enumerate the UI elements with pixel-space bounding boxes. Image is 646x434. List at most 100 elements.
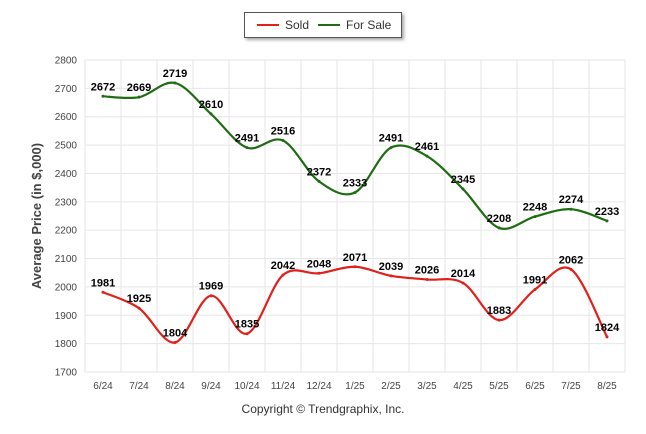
data-label-for-sale: 2345 xyxy=(451,174,475,186)
data-point-sold xyxy=(569,267,573,271)
data-label-for-sale: 2610 xyxy=(199,99,223,111)
data-point-sold xyxy=(533,287,537,291)
x-tick-label: 2/25 xyxy=(381,381,401,392)
y-tick-label: 2500 xyxy=(55,141,78,152)
data-label-for-sale: 2516 xyxy=(271,126,295,138)
data-label-for-sale: 2491 xyxy=(379,133,403,145)
legend-swatch-sold xyxy=(257,24,279,26)
x-tick-label: 8/25 xyxy=(597,381,617,392)
data-label-sold: 2048 xyxy=(307,258,331,270)
y-tick-label: 2600 xyxy=(55,112,78,123)
data-point-for-sale xyxy=(353,190,357,194)
data-point-for-sale xyxy=(101,94,105,98)
y-tick-label: 2100 xyxy=(55,254,78,265)
y-tick-label: 2700 xyxy=(55,84,78,95)
x-tick-label: 1/25 xyxy=(345,381,365,392)
data-label-for-sale: 2333 xyxy=(343,177,367,189)
data-point-sold xyxy=(209,294,213,298)
y-tick-label: 2000 xyxy=(55,282,78,293)
x-tick-label: 12/24 xyxy=(306,381,331,392)
data-point-for-sale xyxy=(425,154,429,158)
y-tick-label: 1800 xyxy=(55,339,78,350)
copyright-credit: Copyright © Trendgraphix, Inc. xyxy=(241,402,405,416)
x-tick-label: 11/24 xyxy=(271,381,296,392)
data-point-sold xyxy=(281,273,285,277)
y-axis-label: Average Price (in $,000) xyxy=(29,143,44,289)
data-point-sold xyxy=(245,332,249,336)
y-axis-ticks: 1700 1800 1900 2000 2100 2200 2300 2400 2500 2600… xyxy=(55,56,78,379)
legend-label-forsale: For Sale xyxy=(346,18,392,32)
data-point-for-sale xyxy=(389,146,393,150)
y-tick-label: 1900 xyxy=(55,311,78,322)
legend-swatch-forsale xyxy=(318,24,340,26)
data-label-sold: 2039 xyxy=(379,261,403,273)
data-label-sold: 2062 xyxy=(559,254,583,266)
data-point-for-sale xyxy=(281,139,285,143)
data-label-for-sale: 2274 xyxy=(559,194,584,206)
data-point-for-sale xyxy=(173,81,177,85)
data-point-sold xyxy=(173,341,177,345)
data-label-sold: 1804 xyxy=(163,328,188,340)
data-point-sold xyxy=(353,265,357,269)
y-tick-label: 2400 xyxy=(55,169,78,180)
data-point-for-sale xyxy=(317,179,321,183)
x-axis-ticks: 6/24 7/24 8/24 9/24 10/24 11/24 12/24 1/25 2/25 3… xyxy=(93,381,617,392)
data-label-sold: 2026 xyxy=(415,265,439,277)
x-tick-label: 5/25 xyxy=(489,381,509,392)
data-label-for-sale: 2491 xyxy=(235,133,259,145)
legend: Sold For Sale xyxy=(244,12,402,38)
legend-item-sold[interactable]: Sold xyxy=(257,18,309,32)
x-tick-label: 4/25 xyxy=(453,381,473,392)
data-label-sold: 1835 xyxy=(235,319,259,331)
x-tick-label: 10/24 xyxy=(234,381,259,392)
data-labels: 1981 1925 1804 1969 1835 2042 2048 2071 2039 2026… xyxy=(91,68,620,340)
data-label-sold: 1883 xyxy=(487,305,511,317)
data-label-for-sale: 2672 xyxy=(91,81,115,93)
gridlines xyxy=(84,59,626,373)
data-point-sold xyxy=(461,281,465,285)
data-point-for-sale xyxy=(245,146,249,150)
x-tick-label: 6/24 xyxy=(93,381,113,392)
legend-label-sold: Sold xyxy=(285,18,310,32)
data-label-sold: 1969 xyxy=(199,281,223,293)
data-label-for-sale: 2719 xyxy=(163,68,187,80)
y-tick-label: 2200 xyxy=(55,226,78,237)
data-label-sold: 2071 xyxy=(343,252,367,264)
data-point-for-sale xyxy=(209,112,213,116)
y-tick-label: 1700 xyxy=(55,368,78,379)
data-point-sold xyxy=(317,271,321,275)
data-point-for-sale xyxy=(461,187,465,191)
x-tick-label: 6/25 xyxy=(525,381,545,392)
data-point-sold xyxy=(389,274,393,278)
data-point-sold xyxy=(137,306,141,310)
data-point-for-sale xyxy=(533,215,537,219)
data-label-sold: 1981 xyxy=(91,277,115,289)
data-point-sold xyxy=(101,290,105,294)
data-point-for-sale xyxy=(497,226,501,230)
data-point-sold xyxy=(425,278,429,282)
data-label-for-sale: 2208 xyxy=(487,213,511,225)
legend-item-forsale[interactable]: For Sale xyxy=(318,18,391,32)
y-tick-label: 2800 xyxy=(55,56,78,67)
data-point-for-sale xyxy=(137,95,141,99)
x-tick-label: 7/24 xyxy=(129,381,149,392)
data-label-for-sale: 2248 xyxy=(523,202,547,214)
x-tick-label: 9/24 xyxy=(201,381,221,392)
data-label-sold: 2042 xyxy=(271,260,295,272)
data-point-sold xyxy=(497,318,501,322)
data-label-for-sale: 2372 xyxy=(307,166,331,178)
data-label-sold: 1991 xyxy=(523,274,547,286)
x-tick-label: 3/25 xyxy=(417,381,437,392)
data-point-sold xyxy=(605,335,609,339)
data-label-for-sale: 2233 xyxy=(595,206,619,218)
data-label-for-sale: 2669 xyxy=(127,82,151,94)
data-label-sold: 1824 xyxy=(595,322,620,334)
data-label-sold: 1925 xyxy=(127,293,151,305)
data-label-sold: 2014 xyxy=(451,268,476,280)
data-point-for-sale xyxy=(569,207,573,211)
y-tick-label: 2300 xyxy=(55,197,78,208)
series-lines xyxy=(101,81,609,345)
x-tick-label: 7/25 xyxy=(561,381,581,392)
x-tick-label: 8/24 xyxy=(165,381,185,392)
